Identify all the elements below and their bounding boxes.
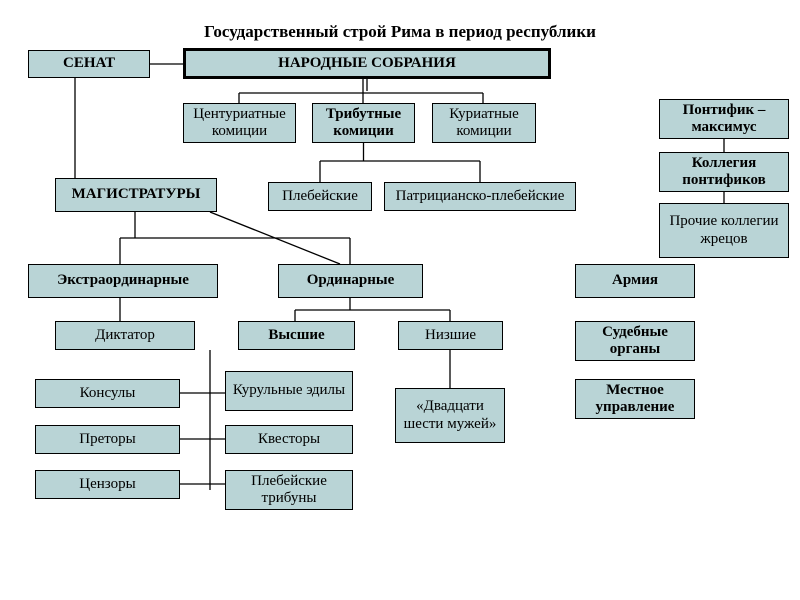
node-centur: Центуриатные комиции bbox=[183, 103, 296, 143]
node-assembly: НАРОДНЫЕ СОБРАНИЯ bbox=[183, 48, 551, 79]
node-diktator: Диктатор bbox=[55, 321, 195, 350]
node-army: Армия bbox=[575, 264, 695, 298]
node-pleb: Плебейские bbox=[268, 182, 372, 211]
node-pontmax: Понтифик – максимус bbox=[659, 99, 789, 139]
node-senate: СЕНАТ bbox=[28, 50, 150, 78]
node-low: Низшие bbox=[398, 321, 503, 350]
node-sud: Судебные органы bbox=[575, 321, 695, 361]
node-tribut: Трибутные комиции bbox=[312, 103, 415, 143]
node-patpleb: Патрицианско-плебейские bbox=[384, 182, 576, 211]
node-kuriat: Куриатные комиции bbox=[432, 103, 536, 143]
node-cenzory: Цензоры bbox=[35, 470, 180, 499]
node-plebtrib: Плебейские трибуны bbox=[225, 470, 353, 510]
connector-lines bbox=[0, 0, 800, 600]
node-kvestory: Квесторы bbox=[225, 425, 353, 454]
node-prochie: Прочие коллегии жрецов bbox=[659, 203, 789, 258]
node-konsuly: Консулы bbox=[35, 379, 180, 408]
node-pretory: Преторы bbox=[35, 425, 180, 454]
node-ordinar: Ординарные bbox=[278, 264, 423, 298]
node-kurul: Курульные эдилы bbox=[225, 371, 353, 411]
node-extra: Экстраординарные bbox=[28, 264, 218, 298]
node-magistr: МАГИСТРАТУРЫ bbox=[55, 178, 217, 212]
node-dvadcat: «Двадцати шести мужей» bbox=[395, 388, 505, 443]
node-high: Высшие bbox=[238, 321, 355, 350]
node-kolpont: Коллегия понтификов bbox=[659, 152, 789, 192]
node-mest: Местное управление bbox=[575, 379, 695, 419]
org-chart: Государственный строй Рима в период респ… bbox=[0, 0, 800, 600]
